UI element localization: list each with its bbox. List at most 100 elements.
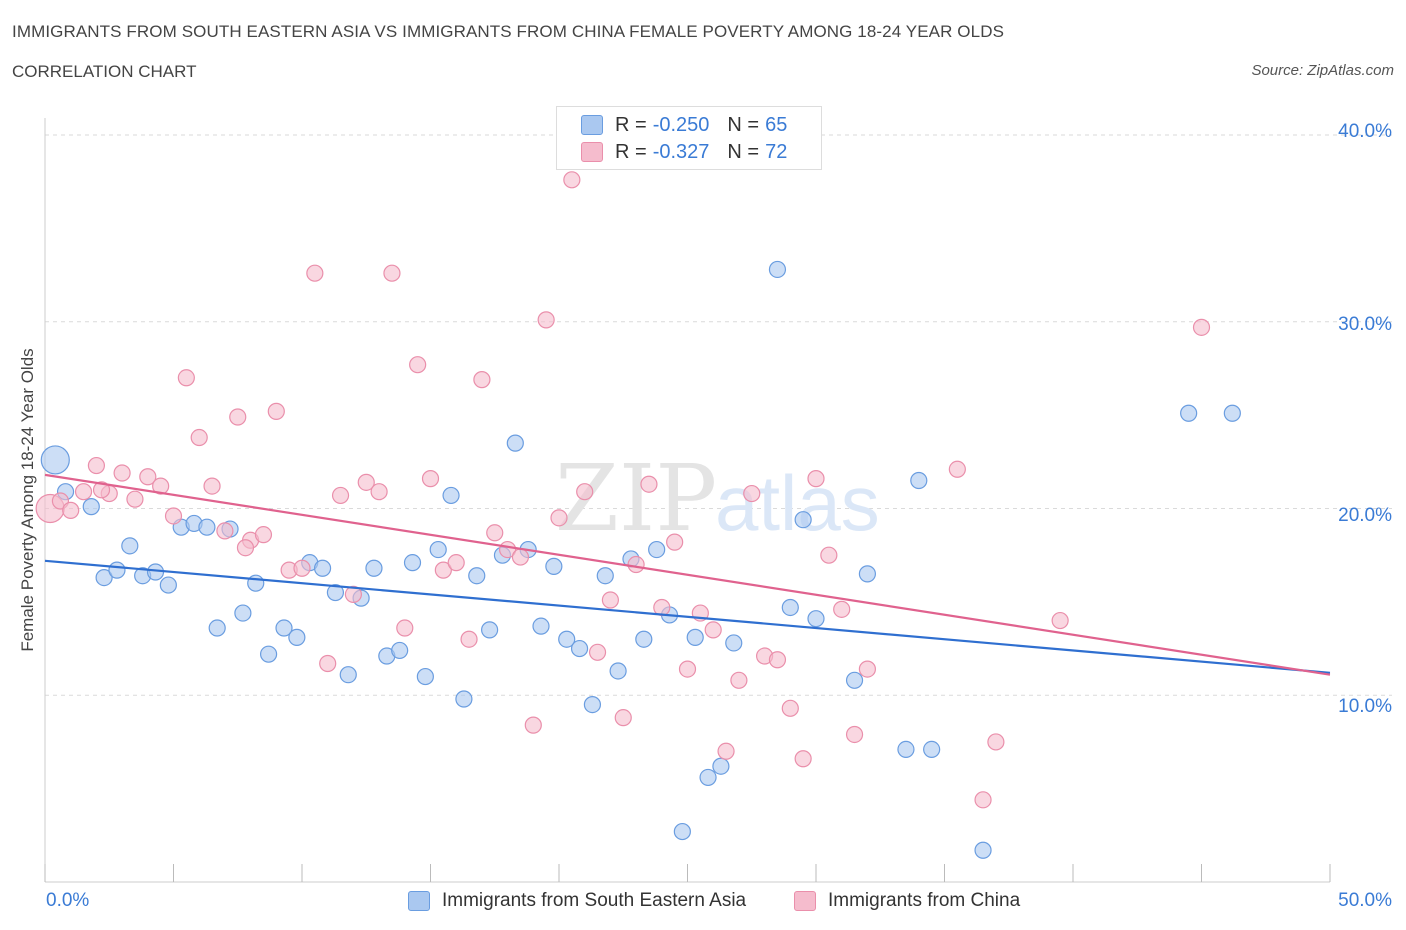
data-point-china[interactable] — [640, 475, 658, 493]
data-point-south-eastern-asia[interactable] — [1223, 404, 1241, 422]
data-point-china[interactable] — [1192, 318, 1211, 336]
data-point-south-eastern-asia[interactable] — [725, 634, 743, 652]
data-point-south-eastern-asia[interactable] — [506, 434, 524, 452]
data-point-china[interactable] — [948, 460, 966, 478]
legend-item-china[interactable]: Immigrants from China — [794, 890, 1020, 912]
data-point-south-eastern-asia[interactable] — [845, 671, 864, 689]
data-point-china[interactable] — [409, 356, 427, 374]
data-point-south-eastern-asia[interactable] — [923, 740, 941, 759]
data-point-south-eastern-asia[interactable] — [442, 486, 460, 505]
data-point-south-eastern-asia[interactable] — [558, 630, 576, 648]
data-point-south-eastern-asia[interactable] — [159, 576, 177, 594]
data-point-china[interactable] — [730, 671, 748, 689]
data-point-south-eastern-asia[interactable] — [339, 666, 357, 684]
data-point-south-eastern-asia[interactable] — [365, 559, 383, 577]
data-point-china[interactable] — [319, 654, 337, 673]
data-point-south-eastern-asia[interactable] — [40, 445, 70, 475]
data-point-china[interactable] — [216, 522, 234, 540]
data-point-south-eastern-asia[interactable] — [635, 630, 653, 648]
data-point-china[interactable] — [177, 369, 195, 387]
data-point-china[interactable] — [293, 559, 311, 577]
data-point-south-eastern-asia[interactable] — [545, 557, 563, 575]
data-point-south-eastern-asia[interactable] — [596, 567, 614, 585]
data-point-south-eastern-asia[interactable] — [234, 604, 252, 622]
data-point-china[interactable] — [396, 619, 414, 637]
data-point-china[interactable] — [344, 585, 362, 604]
data-point-china[interactable] — [126, 490, 144, 508]
data-point-south-eastern-asia[interactable] — [1180, 404, 1198, 422]
data-point-china[interactable] — [563, 171, 581, 189]
data-point-china[interactable] — [370, 483, 388, 501]
data-point-south-eastern-asia[interactable] — [108, 561, 126, 579]
data-point-south-eastern-asia[interactable] — [910, 471, 928, 490]
data-point-south-eastern-asia[interactable] — [198, 518, 216, 536]
data-point-china[interactable] — [152, 477, 170, 495]
data-point-china[interactable] — [87, 456, 106, 475]
data-point-south-eastern-asia[interactable] — [570, 639, 589, 658]
data-point-south-eastern-asia[interactable] — [686, 628, 704, 646]
data-point-south-eastern-asia[interactable] — [391, 641, 409, 660]
data-point-china[interactable] — [74, 483, 93, 501]
data-point-china[interactable] — [666, 533, 684, 551]
data-point-south-eastern-asia[interactable] — [858, 565, 877, 583]
data-point-china[interactable] — [92, 481, 111, 499]
data-point-china[interactable] — [383, 264, 401, 282]
data-point-south-eastern-asia[interactable] — [455, 690, 473, 708]
data-point-china[interactable] — [833, 600, 851, 618]
data-point-china[interactable] — [820, 546, 838, 564]
data-point-china[interactable] — [807, 470, 825, 488]
data-point-china[interactable] — [511, 548, 530, 566]
data-point-china[interactable] — [62, 501, 80, 519]
data-point-south-eastern-asia[interactable] — [648, 540, 666, 559]
data-point-south-eastern-asia[interactable] — [583, 695, 602, 714]
data-point-china[interactable] — [434, 561, 452, 579]
data-point-china[interactable] — [139, 468, 157, 486]
data-point-china[interactable] — [781, 699, 799, 717]
data-point-china[interactable] — [768, 651, 787, 669]
data-point-south-eastern-asia[interactable] — [82, 498, 100, 516]
data-point-china[interactable] — [164, 507, 183, 525]
data-point-china[interactable] — [524, 716, 542, 734]
data-point-south-eastern-asia[interactable] — [481, 621, 499, 639]
data-point-china[interactable] — [473, 371, 491, 389]
data-point-china[interactable] — [550, 509, 568, 527]
data-point-south-eastern-asia[interactable] — [208, 619, 226, 637]
data-point-south-eastern-asia[interactable] — [974, 841, 992, 859]
data-point-south-eastern-asia[interactable] — [403, 554, 422, 572]
data-point-china[interactable] — [254, 526, 273, 544]
data-point-south-eastern-asia[interactable] — [897, 740, 915, 759]
data-point-south-eastern-asia[interactable] — [275, 619, 293, 637]
data-point-south-eastern-asia[interactable] — [288, 628, 306, 646]
data-point-china[interactable] — [858, 660, 877, 678]
data-point-china[interactable] — [743, 484, 761, 503]
data-point-south-eastern-asia[interactable] — [673, 822, 691, 841]
data-point-south-eastern-asia[interactable] — [532, 617, 550, 635]
data-point-china[interactable] — [588, 643, 607, 661]
data-point-south-eastern-asia[interactable] — [313, 559, 332, 577]
data-point-south-eastern-asia[interactable] — [429, 540, 447, 559]
legend-item-south-eastern-asia[interactable]: Immigrants from South Eastern Asia — [408, 890, 746, 912]
data-point-china[interactable] — [1051, 611, 1069, 630]
data-point-china[interactable] — [627, 555, 645, 574]
data-point-china[interactable] — [576, 483, 594, 501]
data-point-china[interactable] — [486, 524, 504, 542]
data-point-china[interactable] — [267, 402, 285, 420]
data-point-china[interactable] — [357, 473, 375, 491]
data-point-china[interactable] — [601, 591, 620, 609]
data-point-south-eastern-asia[interactable] — [95, 568, 113, 587]
data-point-south-eastern-asia[interactable] — [712, 757, 730, 775]
data-point-china[interactable] — [331, 486, 350, 505]
data-point-china[interactable] — [974, 791, 992, 809]
data-point-china[interactable] — [987, 733, 1005, 751]
data-point-china[interactable] — [460, 630, 478, 648]
data-point-china[interactable] — [447, 554, 465, 572]
data-point-china[interactable] — [190, 428, 208, 447]
data-point-china[interactable] — [704, 621, 722, 639]
data-point-china[interactable] — [717, 742, 735, 760]
data-point-south-eastern-asia[interactable] — [259, 645, 278, 663]
data-point-south-eastern-asia[interactable] — [768, 260, 787, 279]
data-point-china[interactable] — [421, 470, 440, 488]
data-point-south-eastern-asia[interactable] — [781, 598, 799, 617]
data-point-south-eastern-asia[interactable] — [416, 667, 434, 686]
data-point-china[interactable] — [614, 709, 632, 727]
